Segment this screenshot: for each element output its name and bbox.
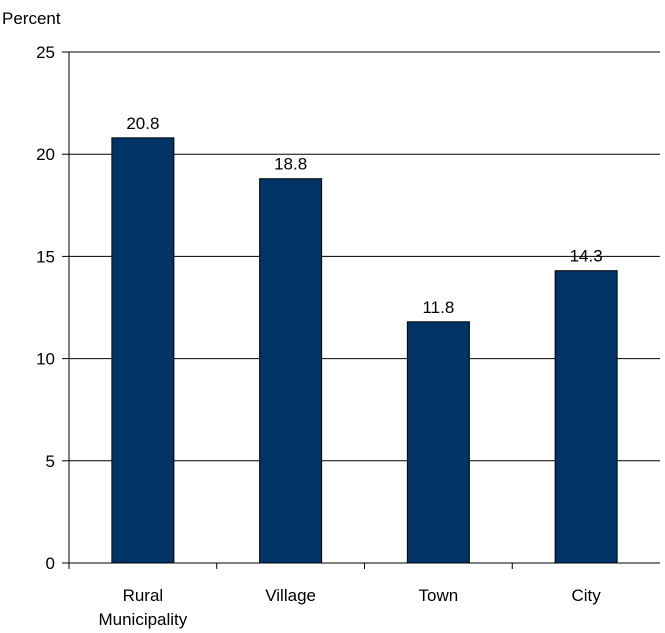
bar bbox=[406, 321, 470, 564]
y-tick-labels: 0 5 10 15 20 25 bbox=[36, 43, 55, 573]
data-label: 18.8 bbox=[274, 155, 307, 174]
bar bbox=[111, 137, 175, 564]
x-tick-label: City bbox=[571, 586, 601, 605]
x-tick-label: Town bbox=[419, 586, 459, 605]
y-tick-label: 20 bbox=[36, 145, 55, 164]
bar bbox=[259, 178, 323, 564]
bar bbox=[554, 270, 618, 564]
data-label: 11.8 bbox=[422, 298, 454, 317]
y-tick-label: 10 bbox=[36, 350, 55, 369]
x-tick-labels: Rural Municipality Village Town City bbox=[98, 586, 601, 629]
axes bbox=[62, 51, 660, 569]
y-tick-label: 15 bbox=[36, 247, 55, 266]
y-axis-title: Percent bbox=[2, 9, 61, 28]
data-label: 20.8 bbox=[126, 114, 159, 133]
data-label: 14.3 bbox=[570, 247, 603, 266]
x-tick-label: Village bbox=[265, 586, 316, 605]
bars bbox=[111, 137, 618, 564]
data-labels: 20.8 18.8 11.8 14.3 bbox=[126, 114, 602, 317]
y-tick-label: 5 bbox=[46, 452, 55, 471]
x-tick-label: Rural Municipality bbox=[98, 586, 187, 629]
y-tick-label: 25 bbox=[36, 43, 55, 62]
y-tick-label: 0 bbox=[46, 554, 55, 573]
